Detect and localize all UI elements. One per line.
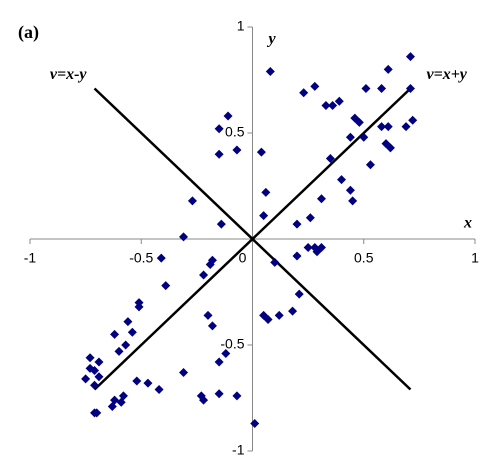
data-point — [316, 242, 326, 252]
data-point — [325, 153, 335, 163]
data-point — [94, 357, 104, 367]
data-point — [405, 83, 415, 93]
data-point — [203, 310, 213, 320]
data-point — [328, 100, 338, 110]
data-point — [316, 194, 326, 204]
data-point — [121, 340, 131, 350]
data-point — [223, 111, 233, 121]
data-point — [274, 310, 284, 320]
data-point — [107, 401, 117, 411]
y-tick-label: 0.5 — [225, 124, 245, 140]
data-point — [179, 368, 189, 378]
data-point — [161, 281, 171, 291]
data-point — [187, 196, 197, 206]
data-point — [250, 418, 260, 428]
data-point — [232, 145, 242, 155]
data-point — [143, 378, 153, 388]
data-point — [292, 219, 302, 229]
data-point — [261, 187, 271, 197]
data-point — [221, 348, 231, 358]
data-point — [337, 175, 346, 185]
data-point — [321, 100, 331, 110]
data-point — [94, 372, 104, 382]
data-point — [377, 122, 387, 132]
data-point — [270, 257, 280, 267]
data-point — [354, 117, 364, 127]
y-tick-label: -0.5 — [220, 336, 244, 352]
y-tick-label: 1 — [237, 18, 245, 34]
data-point — [214, 124, 224, 134]
reference-line — [93, 87, 412, 391]
data-point — [205, 259, 215, 269]
data-point — [263, 315, 273, 325]
data-point — [401, 122, 411, 132]
data-point — [288, 306, 298, 316]
data-point — [256, 147, 266, 157]
data-point — [385, 143, 395, 153]
data-point — [259, 211, 269, 221]
chart-title: (a) — [18, 22, 39, 43]
data-point — [132, 376, 142, 386]
data-point — [216, 219, 226, 229]
data-point — [123, 317, 133, 327]
data-point — [214, 389, 224, 399]
data-point — [127, 327, 137, 337]
x-axis-label: x — [463, 215, 472, 232]
data-point — [85, 353, 95, 363]
x-tick-label: -1 — [24, 250, 37, 266]
data-point — [359, 132, 369, 142]
x-tick-label: -0.5 — [129, 250, 153, 266]
data-point — [207, 321, 217, 331]
data-point — [114, 346, 124, 356]
data-point — [334, 96, 344, 106]
x-tick-label: 1 — [471, 250, 479, 266]
data-point — [383, 122, 393, 132]
data-point — [303, 242, 313, 252]
data-point — [90, 365, 100, 375]
data-point — [134, 298, 144, 308]
data-point — [299, 88, 309, 98]
y-tick-label: -1 — [232, 442, 245, 458]
data-point — [116, 397, 126, 407]
data-point — [110, 329, 120, 339]
data-point — [199, 395, 209, 405]
data-point — [310, 81, 320, 91]
data-point — [361, 83, 371, 93]
data-point — [179, 232, 189, 242]
data-point — [214, 149, 224, 159]
data-point — [232, 391, 242, 401]
data-point — [348, 196, 358, 206]
data-point — [90, 380, 100, 390]
data-point — [408, 115, 418, 125]
x-tick-label: 0 — [239, 250, 247, 266]
data-point — [305, 213, 315, 223]
data-point — [383, 64, 393, 74]
data-point — [156, 253, 166, 263]
data-point — [214, 357, 224, 367]
data-point — [345, 132, 355, 142]
data-point — [294, 289, 304, 299]
data-point — [292, 251, 302, 261]
line-label: v=x-y — [50, 66, 88, 83]
data-point — [365, 160, 375, 170]
data-point — [199, 270, 209, 280]
data-point — [81, 374, 91, 384]
x-tick-label: 0.5 — [354, 250, 374, 266]
line-label: v=x+y — [426, 66, 467, 83]
y-axis-label: y — [266, 31, 276, 48]
data-point — [154, 385, 164, 395]
data-point — [265, 67, 275, 77]
data-point — [405, 52, 415, 62]
data-point — [377, 83, 387, 93]
data-point — [90, 408, 100, 418]
data-point — [345, 185, 355, 195]
